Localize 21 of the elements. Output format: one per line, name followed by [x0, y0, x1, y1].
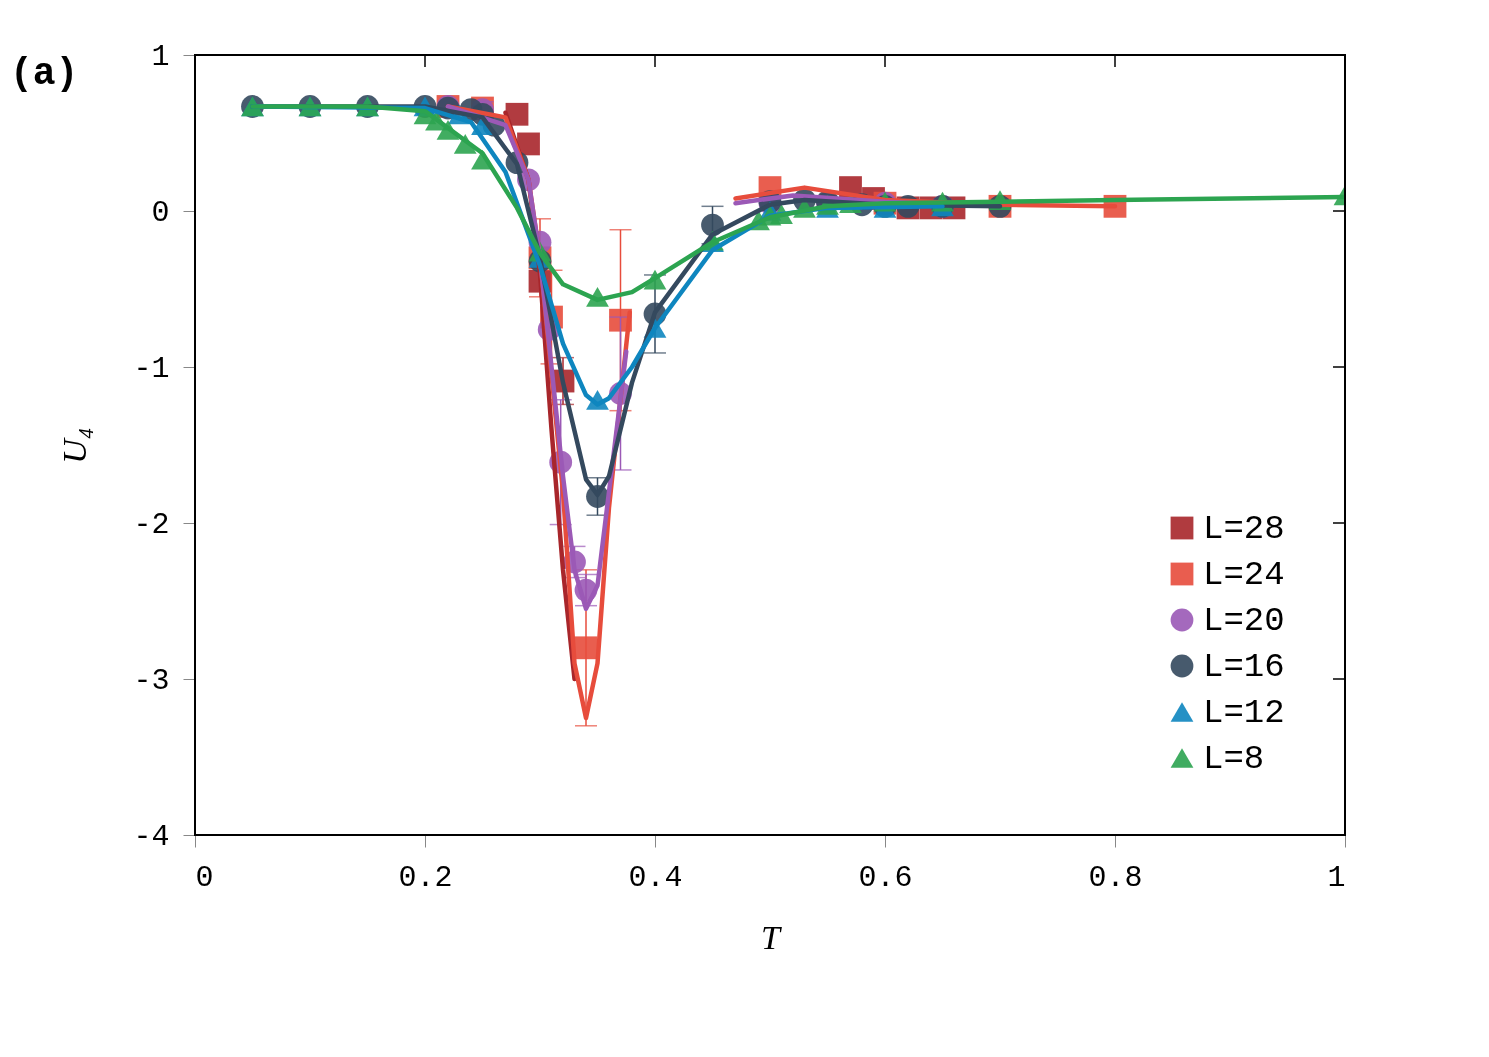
- x-tick-label: 0.6: [858, 860, 913, 895]
- x-tick-label: 0.8: [1088, 860, 1143, 895]
- legend-label: L=16: [1203, 648, 1285, 686]
- y-tick-label: -2: [133, 507, 170, 542]
- legend-label: L=24: [1203, 556, 1285, 594]
- y-axis-title: U₄: [56, 427, 94, 464]
- legend-label: L=20: [1203, 602, 1285, 640]
- y-tick-label: -3: [133, 663, 170, 698]
- x-tick-label: 1: [1327, 860, 1346, 895]
- y-tick-label: -4: [133, 819, 170, 854]
- y-tick-label: 1: [151, 39, 170, 74]
- legend-label: L=8: [1203, 740, 1265, 778]
- y-tick-label: 0: [151, 195, 170, 230]
- legend-label: L=28: [1203, 510, 1285, 548]
- legend-label: L=12: [1203, 694, 1285, 732]
- x-tick-label: 0.2: [398, 860, 453, 895]
- x-tick-label: 0: [195, 860, 214, 895]
- y-tick-label: -1: [133, 351, 170, 386]
- x-tick-label: 0.4: [628, 860, 683, 895]
- text: (a): [10, 52, 79, 95]
- x-axis-title: T: [761, 918, 783, 956]
